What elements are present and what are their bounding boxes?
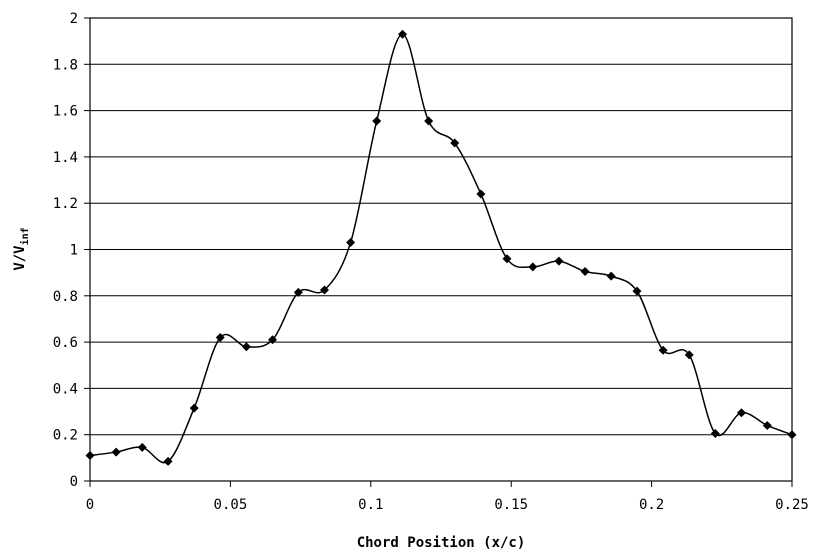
y-axis-title-base: V/V bbox=[12, 245, 28, 271]
data-point-marker bbox=[268, 335, 278, 345]
y-tick-label: 0.8 bbox=[53, 289, 78, 305]
data-point-marker bbox=[762, 420, 772, 430]
data-point-marker bbox=[398, 29, 408, 39]
data-markers bbox=[85, 29, 797, 466]
data-point-marker bbox=[502, 254, 512, 264]
x-tick-label: 0 bbox=[86, 497, 94, 513]
y-tick-label: 1.2 bbox=[53, 196, 78, 212]
y-axis-title: V/Vinf bbox=[12, 227, 31, 270]
data-point-marker bbox=[632, 286, 642, 296]
data-point-marker bbox=[189, 403, 199, 413]
data-point-marker bbox=[554, 256, 564, 266]
data-point-marker bbox=[736, 408, 746, 418]
data-point-marker bbox=[163, 456, 173, 466]
y-tick-label: 0.6 bbox=[53, 335, 78, 351]
y-tick-label: 1.4 bbox=[53, 150, 78, 166]
y-tick-label: 1.8 bbox=[53, 57, 78, 73]
data-point-marker bbox=[450, 138, 460, 148]
data-point-marker bbox=[319, 285, 329, 295]
data-point-marker bbox=[111, 447, 121, 457]
data-point-marker bbox=[606, 271, 616, 281]
x-tick-label: 0.05 bbox=[214, 497, 248, 513]
x-tick-label: 0.25 bbox=[775, 497, 809, 513]
y-tick-label: 0 bbox=[70, 474, 78, 490]
data-point-marker bbox=[346, 238, 356, 248]
data-point-marker bbox=[684, 350, 694, 360]
y-axis-ticks: 0 0.2 0.4 0.6 0.8 1 1.2 1.4 1.6 1.8 2 bbox=[53, 11, 90, 490]
x-tick-label: 0.1 bbox=[358, 497, 383, 513]
gridlines bbox=[90, 63, 792, 436]
data-point-marker bbox=[215, 332, 225, 342]
data-point-marker bbox=[476, 189, 486, 199]
y-tick-label: 0.2 bbox=[53, 428, 78, 444]
data-point-marker bbox=[528, 262, 538, 272]
x-axis-title: Chord Position (x/c) bbox=[357, 535, 526, 551]
y-tick-label: 2 bbox=[70, 11, 78, 27]
data-point-marker bbox=[787, 430, 797, 440]
data-point-marker bbox=[658, 345, 668, 355]
data-point-marker bbox=[241, 342, 251, 352]
data-point-marker bbox=[137, 442, 147, 452]
data-point-marker bbox=[710, 429, 720, 439]
data-point-marker bbox=[424, 116, 434, 126]
data-point-marker bbox=[293, 287, 303, 297]
y-axis-title-subscript: inf bbox=[19, 227, 31, 245]
x-tick-label: 0.2 bbox=[639, 497, 664, 513]
y-tick-label: 0.4 bbox=[53, 381, 78, 397]
series-line bbox=[89, 33, 793, 464]
y-tick-label: 1.6 bbox=[53, 104, 78, 120]
data-point-marker bbox=[372, 116, 382, 126]
data-point-marker bbox=[85, 451, 95, 461]
x-axis-ticks: 0 0.05 0.1 0.15 0.2 0.25 bbox=[86, 481, 809, 513]
data-point-marker bbox=[580, 266, 590, 276]
x-tick-label: 0.15 bbox=[494, 497, 528, 513]
y-tick-label: 1 bbox=[70, 243, 78, 259]
